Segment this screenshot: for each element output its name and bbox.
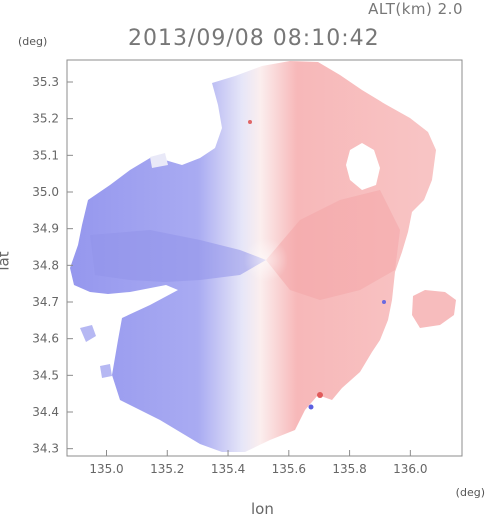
altitude-label: ALT(km) 2.0: [368, 0, 463, 18]
y-tick-label: 35.2: [32, 112, 59, 126]
y-tick: 35.3: [32, 75, 73, 89]
y-tick-label: 34.7: [32, 295, 59, 309]
y-tick-label: 34.6: [32, 332, 59, 346]
x-tick: 135.2: [150, 450, 184, 476]
x-tick: 135.6: [272, 450, 306, 476]
echo-gap: [346, 143, 380, 190]
west-echo-blob: [80, 325, 96, 342]
y-tick-label: 35.3: [32, 75, 59, 89]
north-echo-blob: [150, 153, 168, 168]
y-tick: 35.0: [32, 185, 73, 199]
y-tick: 34.4: [32, 405, 73, 419]
timestamp-title: 2013/09/08 08:10:42: [128, 26, 380, 51]
y-tick-label: 34.8: [32, 258, 59, 272]
y-tick: 34.8: [32, 258, 73, 272]
y-tick: 34.6: [32, 332, 73, 346]
y-axis-unit: (deg): [18, 35, 48, 48]
x-axis-unit: (deg): [455, 486, 485, 499]
y-axis-ticks: 35.3 35.2 35.1 35.0 34.9 34.8 34.7 34.6 34.5 34.4…: [32, 75, 73, 456]
strong-recede-band: [266, 190, 400, 300]
x-tick: 135.4: [211, 450, 245, 476]
y-tick: 34.9: [32, 222, 73, 236]
x-tick-label: 135.6: [272, 462, 306, 476]
y-tick: 34.5: [32, 368, 73, 382]
y-tick-label: 34.3: [32, 442, 59, 456]
x-tick-label: 135.0: [89, 462, 123, 476]
x-axis-ticks: 135.0 135.2 135.4 135.6 135.8 136.0: [89, 450, 428, 476]
y-tick-label: 35.1: [32, 148, 59, 162]
plot-frame: [66, 59, 463, 457]
y-tick-label: 34.5: [32, 368, 59, 382]
x-axis-label: lon: [251, 500, 274, 518]
y-tick: 35.2: [32, 112, 73, 126]
y-tick-label: 34.9: [32, 222, 59, 236]
x-tick: 135.0: [89, 450, 124, 476]
y-tick: 34.7: [32, 295, 73, 309]
x-tick-label: 136.0: [393, 462, 427, 476]
southwest-echo-blob: [100, 364, 112, 378]
red-speckle: [317, 392, 323, 398]
x-tick-label: 135.8: [332, 462, 366, 476]
strong-approach-band: [90, 230, 266, 282]
echo-field: [70, 61, 456, 452]
red-speckle: [248, 120, 252, 124]
x-tick-label: 135.4: [211, 462, 245, 476]
blue-speckle: [308, 404, 314, 410]
y-tick-label: 34.4: [32, 405, 59, 419]
y-tick: 35.1: [32, 148, 73, 162]
blue-speckle: [382, 300, 386, 304]
x-tick: 135.8: [332, 450, 367, 476]
x-tick: 136.0: [393, 450, 428, 476]
y-tick-label: 35.0: [32, 185, 59, 199]
y-tick: 34.3: [32, 442, 73, 456]
x-tick-label: 135.2: [150, 462, 184, 476]
east-echo-blob: [412, 290, 456, 328]
